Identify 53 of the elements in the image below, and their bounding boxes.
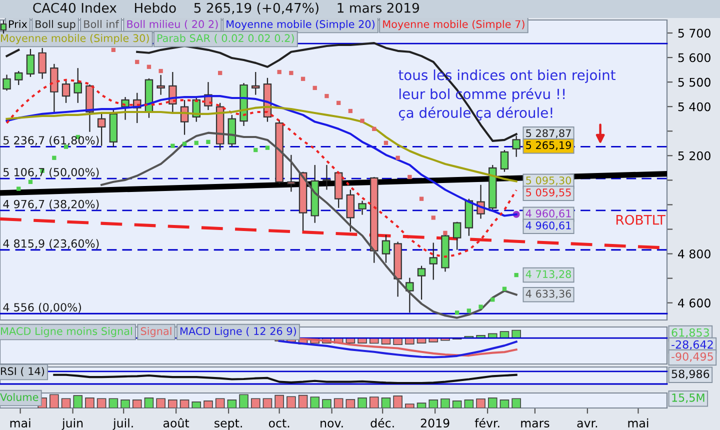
annotation: ROBTLT xyxy=(616,214,666,225)
text: 58,986 xyxy=(672,370,710,380)
text: Moyenne mobile (Simple 30) xyxy=(1,34,149,44)
data-label: 5 095,30 xyxy=(526,176,572,186)
x-tick-label: juil. xyxy=(112,418,133,430)
ref-line-label: 4 556 (0,00%) xyxy=(3,302,82,313)
x-tick-label: oct. xyxy=(268,419,290,428)
x-tick-label: mai xyxy=(10,418,30,428)
data-label: 5 059,55 xyxy=(526,188,571,198)
y-tick-label: 4 800 xyxy=(678,249,710,258)
text: 15,5M xyxy=(672,394,704,403)
y-tick-label: 5 700 xyxy=(678,28,710,38)
ref-line-label: 4 815,9 (23,60%) xyxy=(3,239,99,250)
y-tick-label: 5 200 xyxy=(678,151,710,160)
text: Boll milieu ( 20 2) xyxy=(127,20,218,30)
y-tick-label: 5 500 xyxy=(678,78,710,87)
x-tick-label: mars xyxy=(521,420,550,428)
chart-title: CAC40 Index Hebdo 5 265,19 (+0,47%) 1 mars 2019 xyxy=(33,2,420,14)
data-label: 4 633,36 xyxy=(526,290,572,299)
text: -28,642 xyxy=(672,340,713,350)
legend-label: Prix xyxy=(9,20,28,28)
x-tick-label: août xyxy=(163,418,190,428)
text: Parab SAR ( 0.02 0.02 0.2) xyxy=(158,34,294,44)
text: Boll inf xyxy=(84,20,120,28)
series-label: RSI ( 14) xyxy=(1,367,44,376)
x-tick-label: 2019 xyxy=(420,418,450,428)
data-label: 4 960,61 xyxy=(526,222,571,230)
text: -90,495 xyxy=(672,352,713,362)
x-tick-label: avr. xyxy=(577,420,598,428)
text: MACD Ligne moins Signal xyxy=(1,327,132,338)
x-tick-label: juin xyxy=(62,418,83,430)
series-label: Volume xyxy=(0,393,38,402)
text: 5 265,19 xyxy=(526,141,571,150)
text: Signal xyxy=(140,327,172,338)
data-label: 4 713,28 xyxy=(526,270,572,280)
y-tick-label: 5 600 xyxy=(678,53,710,62)
data-label: 4 960,61 xyxy=(526,210,571,218)
x-tick-label: nov. xyxy=(320,420,343,428)
series-label: MACD Ligne ( 12 26 9) xyxy=(180,327,296,338)
y-tick-label: 4 600 xyxy=(678,298,710,308)
y-tick-label: 5 400 xyxy=(678,102,710,112)
data-label: 5 287,87 xyxy=(526,129,571,138)
text: 61,853 xyxy=(672,328,709,338)
x-tick-label: févr. xyxy=(474,418,500,428)
ref-line-label: 4 976,7 (38,20%) xyxy=(3,200,99,210)
x-tick-label: sept. xyxy=(214,419,242,430)
text: Boll sup xyxy=(36,20,76,30)
ref-line-label: 5 236,7 (61,80%) xyxy=(4,136,99,146)
x-tick-label: déc. xyxy=(370,418,394,428)
text: Moyenne mobile (Simple 7) xyxy=(383,20,524,30)
text: Moyenne mobile (Simple 20) xyxy=(226,20,374,30)
x-tick-label: mai xyxy=(628,418,648,428)
ref-line-label: 5 106,7 (50,00%) xyxy=(4,168,99,178)
